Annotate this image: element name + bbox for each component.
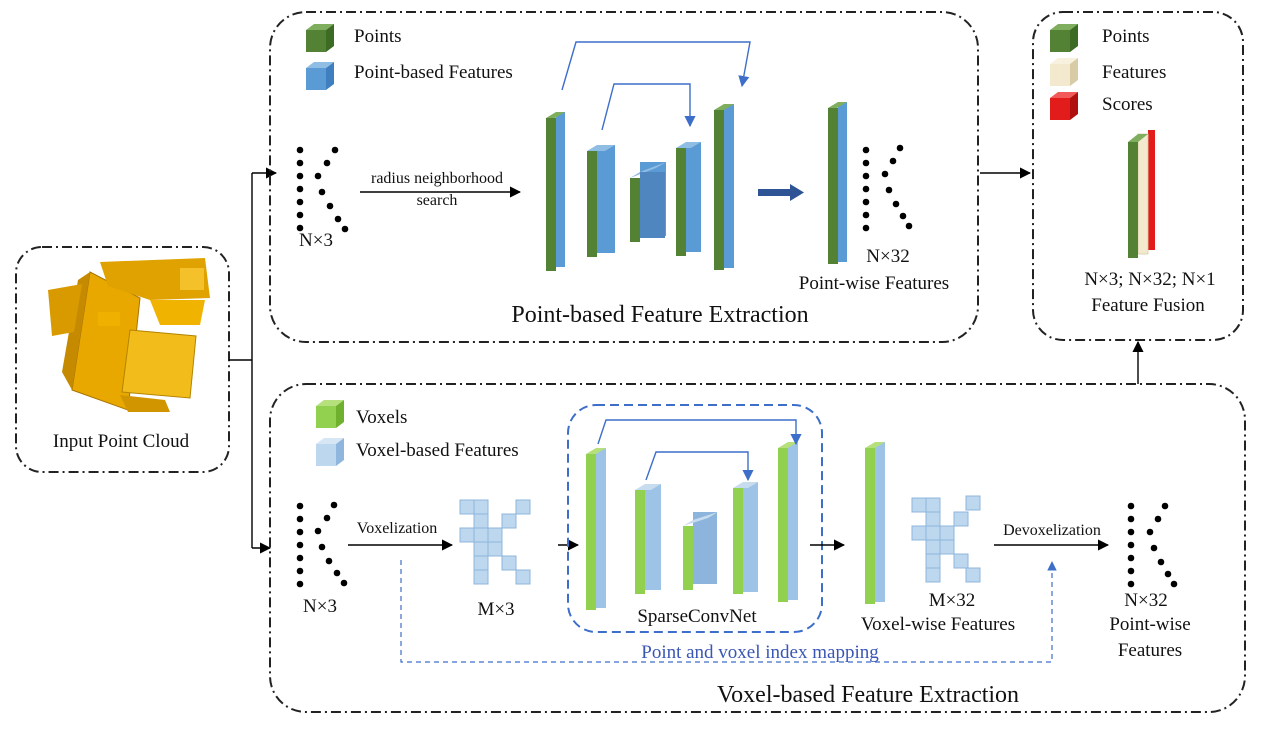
point-branch-title: Point-based Feature Extraction	[511, 302, 808, 328]
point-output-pattern	[862, 144, 913, 232]
fusion-legend-features-swatch	[1050, 58, 1078, 86]
point-layer-2	[587, 145, 615, 257]
fusion-legend-scores: Scores	[1102, 94, 1153, 115]
fusion-title: Feature Fusion	[1091, 295, 1205, 316]
voxel-output-label-1: Point-wise	[1109, 614, 1190, 635]
point-output-size: N×32	[866, 246, 909, 267]
point-layer-3	[630, 162, 666, 242]
point-cloud-image	[48, 258, 210, 412]
voxelwise-size: M×32	[929, 590, 976, 611]
sparse-layer-2	[635, 484, 661, 594]
sparse-layer-5	[778, 442, 798, 602]
legend-point-features-label: Point-based Features	[354, 62, 513, 83]
voxel-grid-input	[459, 499, 531, 585]
legend-point-features-swatch	[306, 62, 334, 90]
legend-voxel-features-swatch	[316, 438, 344, 466]
sparseconvnet-layers	[586, 419, 802, 610]
index-mapping-label: Point and voxel index mapping	[641, 642, 879, 663]
voxel-legend: Voxels Voxel-based Features	[316, 400, 519, 466]
legend-voxel-features-label: Voxel-based Features	[356, 440, 519, 461]
legend-points-swatch	[306, 24, 334, 52]
legend-voxels-label: Voxels	[356, 407, 407, 428]
fusion-panel: Points Features Scores N×3; N×32; N×1 Fe…	[1032, 11, 1244, 341]
input-panel-label: Input Point Cloud	[53, 431, 190, 452]
input-connectors	[229, 167, 278, 554]
voxelization-label: Voxelization	[357, 520, 438, 537]
fusion-sizes: N×3; N×32; N×1	[1084, 269, 1215, 290]
sparse-layer-3	[683, 512, 718, 590]
radius-search-label-2: search	[417, 192, 458, 209]
voxel-output-pattern	[1127, 502, 1178, 588]
sparse-skip-outer	[597, 419, 802, 446]
sparse-layer-4	[733, 482, 758, 594]
point-layer-5	[714, 104, 734, 270]
legend-points-label: Points	[354, 26, 402, 47]
voxel-input-pattern	[296, 501, 348, 588]
sparse-layer-1	[586, 448, 606, 610]
fusion-legend-points: Points	[1102, 26, 1150, 47]
point-input-pattern	[296, 146, 349, 233]
radius-search-label-1: radius neighborhood	[371, 170, 503, 187]
voxel-grid-output	[911, 495, 981, 583]
point-output-layer	[828, 102, 847, 264]
voxel-branch-border	[269, 383, 1246, 713]
point-network	[546, 41, 751, 271]
index-mapping-line	[400, 560, 1057, 663]
point-layer-1	[546, 112, 565, 271]
point-branch-panel: Points Point-based Features N×3 radius n…	[269, 11, 979, 343]
point-input-size: N×3	[299, 230, 333, 251]
sparseconvnet-label: SparseConvNet	[637, 606, 757, 627]
legend-voxels-swatch	[316, 400, 344, 428]
voxelwise-label: Voxel-wise Features	[861, 614, 1015, 635]
skip-connection-outer	[561, 41, 751, 91]
input-panel: Input Point Cloud	[15, 246, 230, 473]
fusion-panel-border	[1032, 11, 1244, 341]
point-transfer-arrow	[758, 184, 804, 201]
sparse-skip-inner	[645, 451, 754, 482]
point-branch-border	[269, 11, 979, 343]
voxel-input-size: N×3	[303, 596, 337, 617]
voxel-branch-panel: Voxels Voxel-based Features N×3 Voxeliza…	[269, 383, 1246, 713]
voxel-grid-size: M×3	[477, 599, 514, 620]
fusion-legend-points-swatch	[1050, 24, 1078, 52]
voxel-branch-title: Voxel-based Feature Extraction	[717, 682, 1019, 708]
fused-feature-bar	[1128, 130, 1155, 258]
voxelwise-layer	[865, 442, 885, 604]
voxel-output-label-2: Features	[1118, 640, 1182, 661]
skip-connection-inner	[601, 83, 696, 131]
point-output-label: Point-wise Features	[799, 273, 949, 294]
voxel-output-size: N×32	[1124, 590, 1167, 611]
point-legend: Points Point-based Features	[306, 24, 513, 90]
fusion-legend: Points Features Scores	[1050, 24, 1166, 120]
fusion-legend-scores-swatch	[1050, 92, 1078, 120]
devoxelization-label: Devoxelization	[1003, 522, 1101, 539]
sparseconvnet-box	[567, 404, 823, 633]
point-layer-4	[676, 142, 701, 256]
fusion-legend-features: Features	[1102, 62, 1166, 83]
